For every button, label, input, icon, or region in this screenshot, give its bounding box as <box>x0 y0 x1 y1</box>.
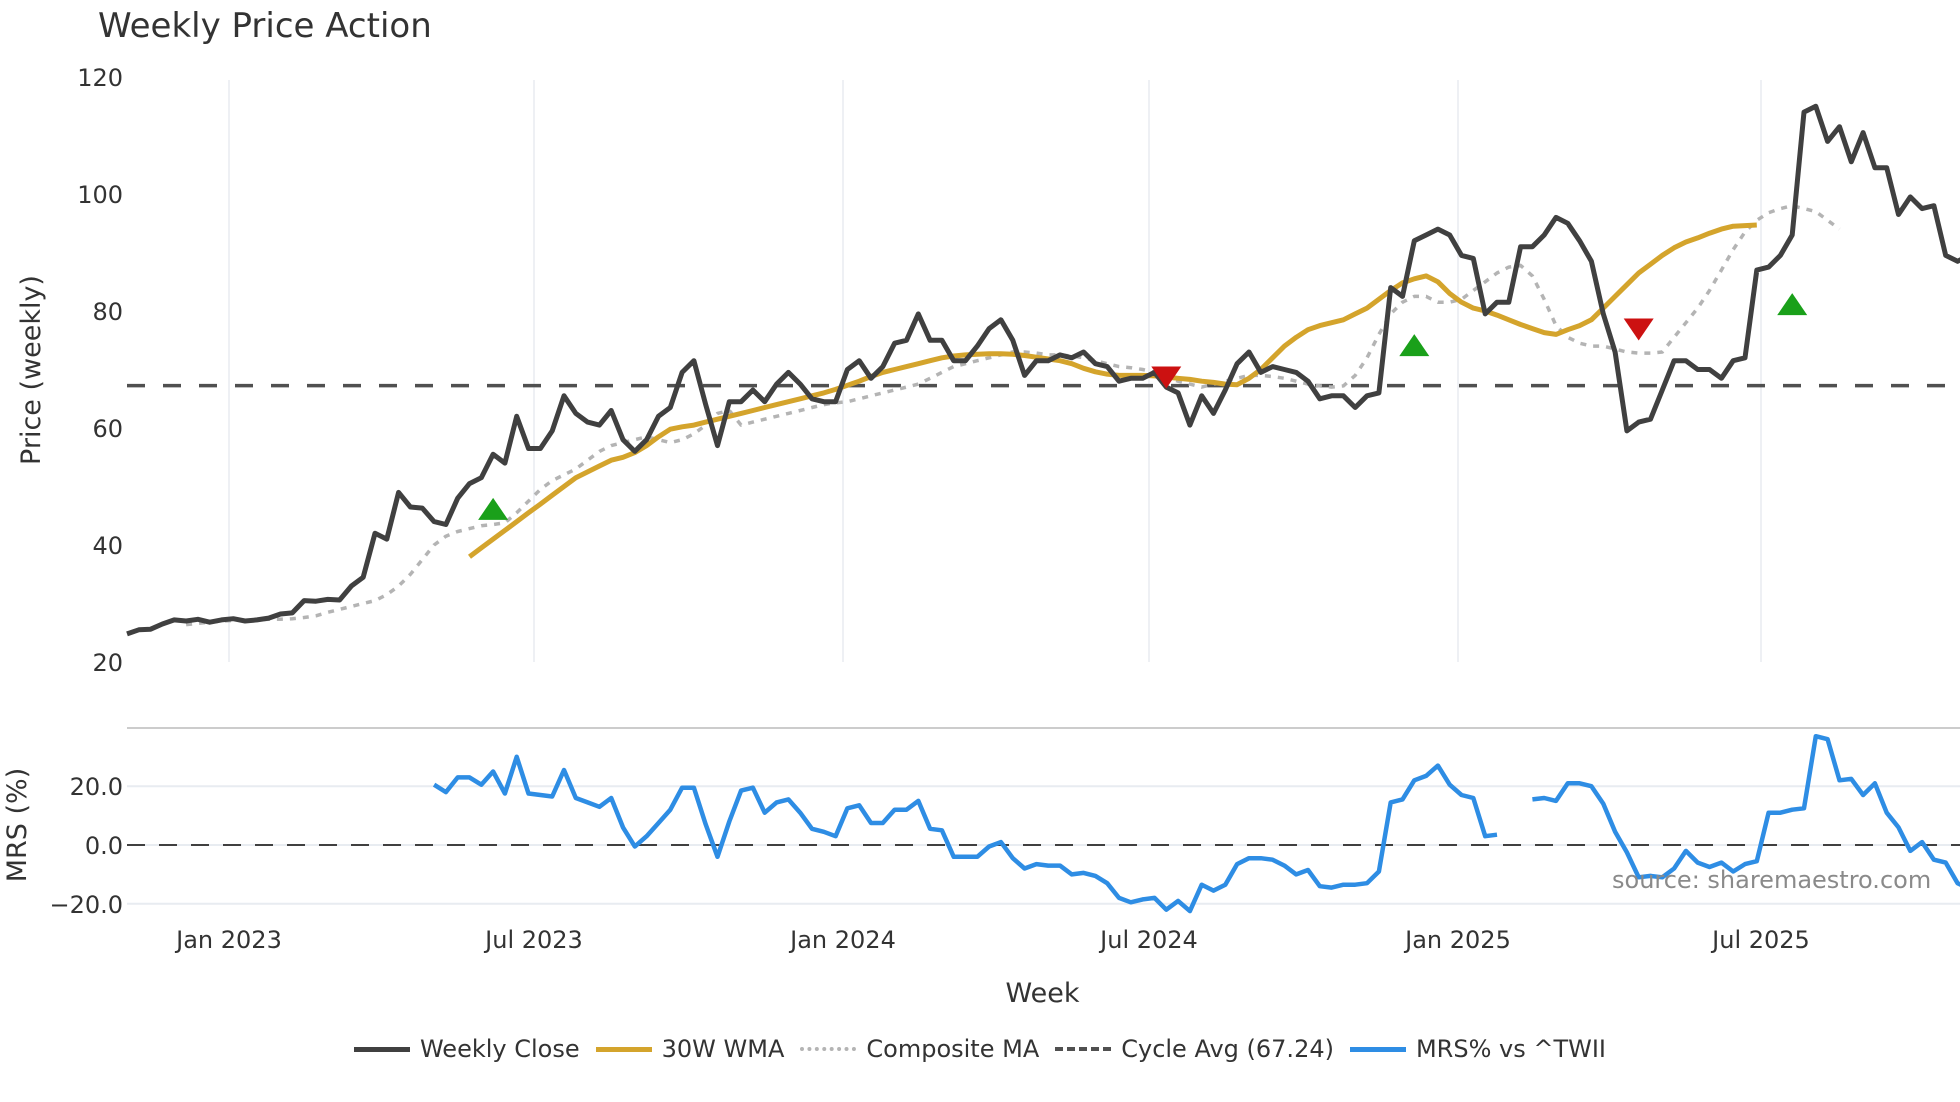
y-tick-label: 40 <box>92 532 123 560</box>
watermark: source: sharemaestro.com <box>1612 866 1932 894</box>
signal-markers <box>478 293 1808 520</box>
legend-label: Cycle Avg (67.24) <box>1121 1035 1334 1063</box>
buy-signal-icon <box>478 497 509 520</box>
series-lines <box>126 103 1960 914</box>
sell-signal-icon <box>1623 318 1654 341</box>
weekly-close-line <box>126 103 1960 637</box>
legend-item-cycle-avg[interactable]: Cycle Avg (67.24) <box>1055 1035 1334 1063</box>
x-tick-label: Jan 2023 <box>174 926 282 954</box>
gridlines <box>127 80 1960 905</box>
mrs-tick-label: 0.0 <box>85 832 123 860</box>
y-tick-label: 60 <box>92 415 123 443</box>
x-tick-label: Jul 2024 <box>1098 926 1198 954</box>
legend-item-mrs[interactable]: MRS% vs ^TWII <box>1349 1035 1607 1063</box>
legend-swatch-mrs <box>1349 1046 1406 1052</box>
buy-signal-icon <box>1777 293 1808 316</box>
sell-signal-icon <box>1151 366 1182 389</box>
y-tick-label: 80 <box>92 298 123 326</box>
x-tick-label: Jan 2025 <box>1403 926 1511 954</box>
mrs-axis-label: MRS (%) <box>2 768 33 883</box>
legend-swatch-wma <box>595 1046 652 1052</box>
x-axis-label: Week <box>1005 978 1080 1009</box>
y-axis-label: Price (weekly) <box>16 275 47 465</box>
legend: Weekly Close 30W WMA Composite MA Cycle … <box>0 1035 1960 1063</box>
y-tick-label: 120 <box>77 64 123 92</box>
legend-label: Weekly Close <box>419 1035 580 1063</box>
mrs-tick-label: −20.0 <box>49 891 123 919</box>
chart-title: Weekly Price Action <box>98 6 432 46</box>
mrs-tick-label: 20.0 <box>70 773 123 801</box>
legend-swatch-cycle <box>1055 1047 1112 1051</box>
x-tick-label: Jul 2025 <box>1710 926 1810 954</box>
legend-item-30w-wma[interactable]: 30W WMA <box>595 1035 785 1063</box>
x-tick-label: Jul 2023 <box>483 926 583 954</box>
x-tick-label: Jan 2024 <box>788 926 896 954</box>
legend-item-composite-ma[interactable]: Composite MA <box>800 1035 1039 1063</box>
legend-swatch-close <box>353 1046 410 1052</box>
axes: Jan 2023 Jul 2023 Jan 2024 Jul 2024 Jan 2025… <box>2 64 1810 954</box>
legend-label: MRS% vs ^TWII <box>1415 1035 1607 1063</box>
buy-signal-icon <box>1399 334 1430 357</box>
legend-item-weekly-close[interactable]: Weekly Close <box>353 1035 580 1063</box>
legend-label: Composite MA <box>866 1035 1040 1063</box>
y-tick-label: 20 <box>92 649 123 677</box>
y-tick-label: 100 <box>77 181 123 209</box>
wma-line <box>468 222 1757 559</box>
mrs-line <box>432 733 1960 914</box>
legend-swatch-composite <box>800 1047 857 1051</box>
legend-label: 30W WMA <box>661 1035 785 1063</box>
